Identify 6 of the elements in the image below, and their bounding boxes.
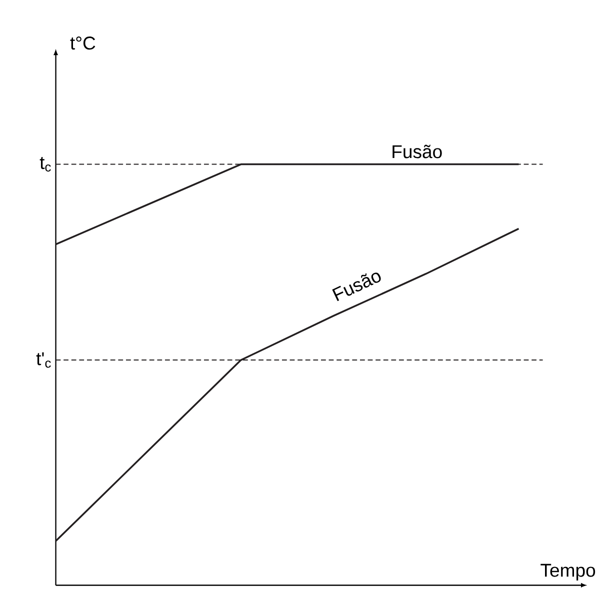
x-axis-title: Tempo [540,564,596,580]
annotation: Fusão [332,272,381,302]
annotation: Fusão [392,144,442,158]
ref-line-label: t$_{c}$ [40,156,51,172]
text: t°C [70,36,96,50]
ref-line-label: t'$_{c}$ [36,352,51,368]
